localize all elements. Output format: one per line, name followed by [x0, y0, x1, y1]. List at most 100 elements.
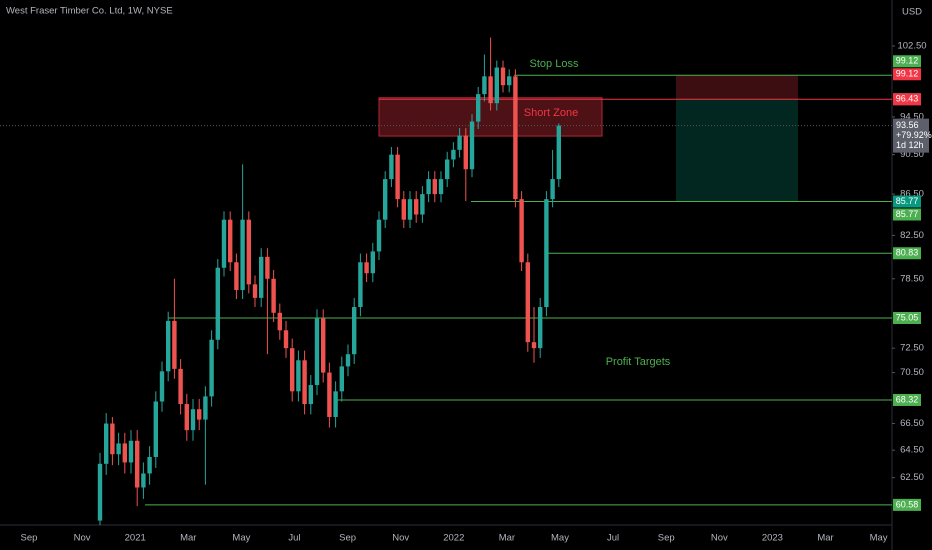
- candle-body: [97, 463, 103, 521]
- price-tag-label: 99.12: [896, 69, 919, 79]
- candle-body: [432, 179, 437, 195]
- candle-body: [203, 396, 208, 420]
- price-tag: [893, 498, 921, 511]
- candle-body: [519, 199, 524, 263]
- candle-body: [290, 348, 295, 392]
- candle-body: [494, 67, 499, 104]
- price-tag: [893, 195, 921, 208]
- candle-body: [488, 76, 493, 104]
- candle-body: [463, 135, 468, 170]
- candle-body: [383, 179, 388, 220]
- candle-body: [228, 219, 233, 263]
- x-tick-label: 2022: [443, 533, 464, 544]
- candle-body: [246, 219, 251, 285]
- candle-body: [271, 278, 276, 313]
- candle-body: [259, 256, 264, 298]
- candle-body: [308, 385, 313, 405]
- price-tag: [893, 93, 921, 106]
- candle-body: [358, 262, 363, 308]
- candle-body: [141, 473, 146, 488]
- candle-body: [190, 409, 196, 431]
- candle-body: [538, 307, 543, 349]
- candle-body: [128, 440, 134, 463]
- y-tick-label: 64.50: [900, 445, 924, 456]
- candle-body: [110, 423, 115, 455]
- candle-body: [550, 179, 555, 200]
- y-tick-label: 70.50: [900, 367, 924, 378]
- chart-title: West Fraser Timber Co. Ltd, 1W, NYSE: [6, 6, 173, 17]
- stop-box: [676, 75, 798, 100]
- x-tick-label: Sep: [339, 533, 356, 544]
- y-tick-label: 78.50: [900, 273, 924, 284]
- x-tick-label: May: [232, 533, 250, 544]
- candle-body: [153, 401, 158, 457]
- x-tick-label: Nov: [392, 533, 409, 544]
- candle-body: [407, 199, 413, 220]
- candle-body: [147, 456, 152, 474]
- price-change: +79.92%: [896, 130, 932, 140]
- price-tag-label: 85.77: [896, 196, 919, 206]
- price-tag: [893, 393, 921, 406]
- candle-body: [116, 443, 121, 455]
- candle-body: [364, 262, 369, 274]
- candle-body: [376, 219, 382, 252]
- candle-body: [507, 76, 512, 86]
- candle-body: [476, 94, 481, 122]
- candle-body: [283, 330, 289, 349]
- candle-body: [321, 318, 326, 373]
- target-box: [676, 99, 798, 202]
- x-tick-label: 2021: [125, 533, 146, 544]
- candle-body: [445, 159, 450, 180]
- candle-body: [457, 135, 462, 150]
- x-tick-label: 2023: [762, 533, 783, 544]
- candle-body: [389, 154, 394, 180]
- price-tag-label: 60.58: [896, 499, 919, 509]
- y-tick-label: 94.50: [900, 111, 924, 122]
- candle-body: [122, 443, 127, 463]
- candle-body: [327, 372, 332, 418]
- x-tick-label: Mar: [499, 533, 515, 544]
- candle-body: [209, 339, 214, 397]
- candle-body: [104, 423, 109, 464]
- candle-body: [513, 76, 518, 200]
- x-tick-label: Sep: [658, 533, 675, 544]
- candle-body: [265, 256, 270, 279]
- x-tick-label: Mar: [817, 533, 833, 544]
- candle-body: [234, 262, 239, 290]
- candle-body: [469, 121, 475, 170]
- candle-body: [221, 219, 227, 268]
- x-tick-label: Nov: [711, 533, 728, 544]
- candle-body: [544, 199, 549, 308]
- candle-body: [556, 125, 561, 180]
- candle-body: [240, 219, 245, 290]
- candle-body: [438, 179, 444, 195]
- candle-body: [339, 366, 344, 392]
- candle-body: [531, 342, 537, 349]
- candle-body: [525, 262, 530, 343]
- price-tag-label: 75.05: [896, 312, 919, 322]
- candle-body: [296, 360, 301, 392]
- candle-body: [184, 404, 189, 431]
- x-tick-label: Sep: [21, 533, 38, 544]
- annotation: Profit Targets: [606, 356, 671, 368]
- y-tick-label: 62.50: [900, 472, 924, 483]
- price-tag-label: 96.43: [896, 94, 919, 104]
- price-tag: [893, 68, 921, 81]
- candle-body: [420, 194, 425, 215]
- candle-body: [314, 318, 320, 386]
- x-tick-label: Mar: [180, 533, 196, 544]
- candle-body: [426, 179, 431, 195]
- last-price-box: [893, 118, 929, 153]
- x-tick-label: Jul: [288, 533, 300, 544]
- candle-body: [345, 354, 351, 367]
- candle-body: [401, 199, 406, 220]
- x-tick-label: Nov: [74, 533, 91, 544]
- candle-body: [395, 154, 400, 200]
- y-tick-label: 66.50: [900, 418, 924, 429]
- price-tag: [893, 311, 921, 324]
- candle-body: [197, 409, 202, 420]
- candle-body: [159, 371, 165, 402]
- last-price: 93.56: [896, 120, 919, 130]
- annotation: Short Zone: [524, 107, 578, 119]
